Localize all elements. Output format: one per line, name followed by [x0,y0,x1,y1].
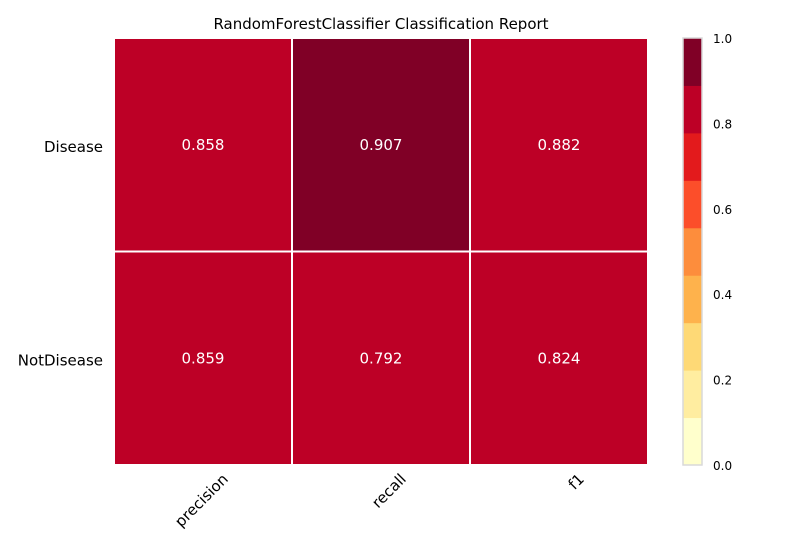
colorbar-ticks: 0.0 0.2 0.4 0.6 0.8 1.0 [713,32,732,473]
colorbar-tick-label: 1.0 [713,32,732,46]
heatmap-cell-disease-f1 [469,37,649,253]
colorbar-segment [683,38,702,86]
heatmap-cell-notdisease-precision [113,250,293,466]
cell-value-label: 0.907 [360,136,403,154]
colorbar [682,37,703,466]
cell-value-label: 0.824 [538,349,581,367]
column-label: precision [171,470,232,531]
heatmap-cell-disease-recall [291,37,471,253]
colorbar-segment [683,227,702,276]
colorbar-tick-label: 0.2 [713,374,732,388]
heatmap-cell-notdisease-recall [291,250,471,466]
heatmap-cell-notdisease-f1 [469,250,649,466]
heatmap-cell-disease-precision [113,37,293,253]
colorbar-segment [683,85,702,134]
colorbar-segment [683,370,702,419]
colorbar-tick-label: 0.8 [713,117,732,131]
row-label: NotDisease [18,351,103,369]
column-labels: precision recall f1 [171,470,588,531]
colorbar-segment [683,417,702,466]
chart-title: RandomForestClassifier Classification Re… [213,15,548,33]
colorbar-segment [683,132,702,181]
colorbar-tick-label: 0.6 [713,203,732,217]
colorbar-segment [683,275,702,324]
cell-value-label: 0.882 [538,136,581,154]
cell-value-label: 0.859 [182,349,225,367]
colorbar-tick-label: 0.4 [713,288,732,302]
row-label: Disease [44,138,103,156]
column-label: recall [368,470,410,512]
colorbar-segment [683,322,702,371]
colorbar-tick-label: 0.0 [713,459,732,473]
cell-value-label: 0.858 [182,136,225,154]
column-label: f1 [565,470,588,493]
heatmap-grid: 0.858 0.907 0.882 0.859 0.792 0.824 [113,37,649,466]
row-labels: Disease NotDisease [18,138,103,370]
cell-value-label: 0.792 [360,349,403,367]
colorbar-segment [683,180,702,229]
colorbar-frame [682,37,703,466]
